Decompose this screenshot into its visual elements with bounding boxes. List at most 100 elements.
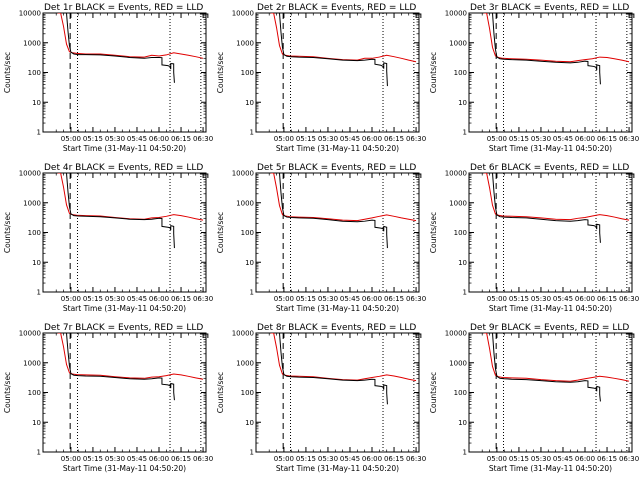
panel-9-ytick-label: 10000 — [445, 330, 467, 338]
panel-2-xtick-label: 06:15 — [384, 135, 404, 143]
panel-5-xlabel: Start Time (31-May-11 04:50:20) — [276, 304, 399, 313]
panel-8-xtick-label: 05:00 — [274, 455, 294, 463]
panel-3-xtick-label: 05:45 — [553, 135, 573, 143]
panel-6-ytick-label: 10 — [458, 259, 467, 267]
panel-2-ytick-label: 1000 — [236, 39, 254, 47]
panel-3-ytick-label: 100 — [454, 69, 467, 77]
panel-4-ytick-label: 10 — [32, 259, 41, 267]
panel-6-xtick-label: 06:30 — [619, 295, 639, 303]
panel-4-xtick-label: 05:15 — [83, 295, 103, 303]
panel-7-ytick-label: 100 — [28, 389, 41, 397]
panel-6-series-lld — [483, 173, 630, 221]
panel-5-ytick-label: 1000 — [236, 199, 254, 207]
panel-6-xtick-label: 05:15 — [509, 295, 529, 303]
panel-3-xtick-label: 06:15 — [597, 135, 617, 143]
panel-8-ytick-label: 1000 — [236, 359, 254, 367]
panel-7-xlabel: Start Time (31-May-11 04:50:20) — [63, 464, 186, 473]
panel-7-ytick-label: 10000 — [19, 330, 41, 338]
panel-3-xtick-label: 05:00 — [487, 135, 507, 143]
panel-5-xtick-label: 05:00 — [274, 295, 294, 303]
panel-4-ytick-label: 1 — [37, 289, 41, 297]
panel-2-xtick-label: 06:00 — [362, 135, 382, 143]
panel-2-ytick-label: 100 — [241, 69, 254, 77]
panel-3-marker-bracket — [625, 13, 635, 18]
panel-9-xtick-label: 06:15 — [597, 455, 617, 463]
panel-6-title: Det 6r BLACK = Events, RED = LLD — [470, 163, 629, 173]
panel-7-ytick-label: 1000 — [23, 359, 41, 367]
panel-7-xtick-label: 05:00 — [61, 455, 81, 463]
panel-9-title: Det 9r BLACK = Events, RED = LLD — [470, 323, 629, 333]
panel-1-ytick-label: 1000 — [23, 39, 41, 47]
panel-9-xtick-label: 05:15 — [509, 455, 529, 463]
panel-3-xtick-label: 05:15 — [509, 135, 529, 143]
panel-7-xtick-label: 05:30 — [105, 455, 125, 463]
panel-7-series-events — [66, 333, 175, 401]
panel-4-xtick-label: 05:45 — [127, 295, 147, 303]
panel-9-series-events — [492, 333, 601, 402]
panel-3-ytick-label: 1000 — [449, 39, 467, 47]
panel-5-xtick-label: 06:00 — [362, 295, 382, 303]
panel-8-xtick-label: 06:15 — [384, 455, 404, 463]
panel-8-xtick-label: 05:45 — [340, 455, 360, 463]
panel-8-ytick-label: 10 — [245, 419, 254, 427]
panel-9-ylabel: Counts/sec — [429, 372, 438, 413]
panel-2-series-events — [279, 13, 388, 87]
panel-1-xtick-label: 06:00 — [149, 135, 169, 143]
panel-5-ylabel: Counts/sec — [216, 212, 225, 253]
panel-8-xtick-label: 06:00 — [362, 455, 382, 463]
panel-7-xtick-label: 06:15 — [171, 455, 191, 463]
panel-5-xtick-label: 05:30 — [318, 295, 338, 303]
panel-8-xtick-label: 06:30 — [406, 455, 426, 463]
panel-1-xtick-label: 06:15 — [171, 135, 191, 143]
panel-2-title: Det 2r BLACK = Events, RED = LLD — [257, 3, 416, 13]
panel-2-xtick-label: 05:30 — [318, 135, 338, 143]
panel-1-xtick-label: 05:45 — [127, 135, 147, 143]
panel-3-ytick-label: 10000 — [445, 10, 467, 18]
panel-4-xtick-label: 06:00 — [149, 295, 169, 303]
panel-8-series-lld — [270, 333, 417, 382]
panel-3-ytick-label: 1 — [463, 129, 467, 137]
panel-1-ytick-label: 1 — [37, 129, 41, 137]
panel-6-ytick-label: 1000 — [449, 199, 467, 207]
panel-7-xtick-label: 05:15 — [83, 455, 103, 463]
panel-2-series-lld — [270, 13, 417, 63]
panel-1-marker-bracket — [199, 13, 209, 18]
panel-6-series-events — [492, 173, 601, 243]
panel-4-series-lld — [57, 173, 204, 221]
panel-6-xtick-label: 06:00 — [575, 295, 595, 303]
panel-4-ylabel: Counts/sec — [3, 212, 12, 253]
panel-5-ytick-label: 10 — [245, 259, 254, 267]
panel-6-xtick-label: 05:00 — [487, 295, 507, 303]
panel-1-xtick-label: 06:30 — [193, 135, 213, 143]
panel-1-xtick-label: 05:00 — [61, 135, 81, 143]
panel-2-ytick-label: 1 — [250, 129, 254, 137]
panel-9-xtick-label: 05:30 — [531, 455, 551, 463]
panel-6-ytick-label: 10000 — [445, 170, 467, 178]
panel-1-ytick-label: 10 — [32, 99, 41, 107]
panel-1-xlabel: Start Time (31-May-11 04:50:20) — [63, 144, 186, 153]
panel-8-title: Det 8r BLACK = Events, RED = LLD — [257, 323, 416, 333]
panel-8-xtick-label: 05:15 — [296, 455, 316, 463]
panel-9-xtick-label: 06:30 — [619, 455, 639, 463]
panel-8-ytick-label: 10000 — [232, 330, 254, 338]
panel-9-marker-bracket — [625, 333, 635, 338]
panel-2-xtick-label: 05:45 — [340, 135, 360, 143]
panel-2-marker-bracket — [412, 13, 422, 18]
panel-6-ytick-label: 100 — [454, 229, 467, 237]
panel-4-marker-bracket — [199, 173, 209, 178]
panel-3-series-lld — [483, 13, 630, 63]
panel-1-series-lld — [57, 13, 204, 59]
panel-1-frame — [42, 12, 207, 133]
panel-6-xtick-label: 05:45 — [553, 295, 573, 303]
panel-4-xtick-label: 05:00 — [61, 295, 81, 303]
panel-9-series-lld — [483, 333, 630, 382]
panel-7-frame — [42, 332, 207, 453]
panel-8-ylabel: Counts/sec — [216, 372, 225, 413]
panel-7-series-lld — [57, 333, 204, 380]
panel-7-ytick-label: 10 — [32, 419, 41, 427]
panel-3-ylabel: Counts/sec — [429, 52, 438, 93]
panel-5-ytick-label: 100 — [241, 229, 254, 237]
panel-7-title: Det 7r BLACK = Events, RED = LLD — [44, 323, 203, 333]
panel-9-xlabel: Start Time (31-May-11 04:50:20) — [489, 464, 612, 473]
